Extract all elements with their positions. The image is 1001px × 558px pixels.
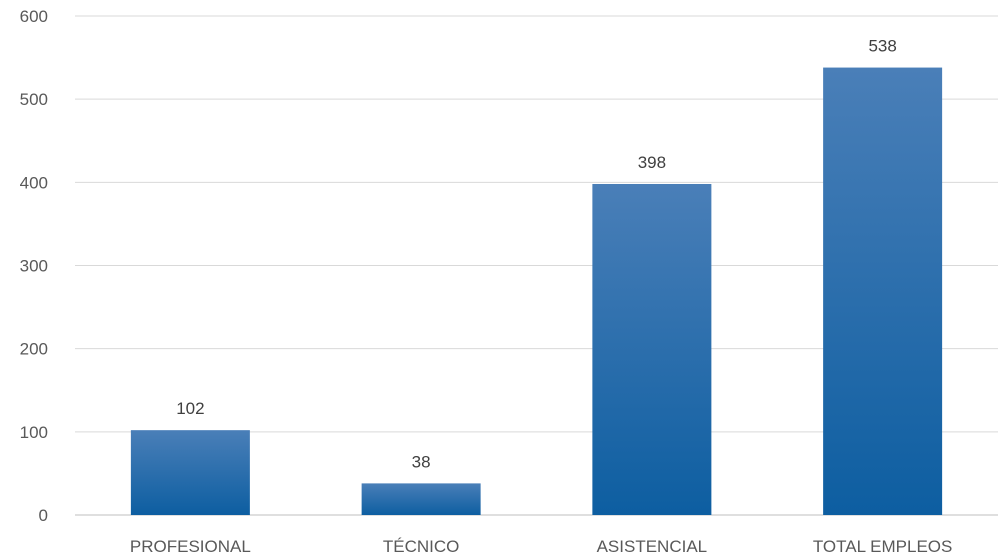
bar <box>592 183 712 515</box>
y-tick-label: 0 <box>39 506 48 525</box>
data-label: 538 <box>868 37 896 56</box>
data-label: 102 <box>176 399 204 418</box>
y-tick-label: 300 <box>20 257 48 276</box>
bars <box>130 67 943 516</box>
x-tick-label: PROFESIONAL <box>130 537 251 556</box>
data-labels: 102 38 398 538 <box>176 37 897 472</box>
x-tick-label: TOTAL EMPLEOS <box>813 537 953 556</box>
y-axis-tick-labels: 0 100 200 300 400 500 600 <box>20 7 48 525</box>
y-tick-label: 200 <box>20 340 48 359</box>
y-tick-label: 600 <box>20 7 48 26</box>
bar <box>130 430 250 515</box>
data-label: 38 <box>412 452 431 471</box>
x-axis-tick-labels: PROFESIONAL TÉCNICO ASISTENCIAL TOTAL EMPLE… <box>130 537 952 556</box>
x-tick-label: ASISTENCIAL <box>597 537 708 556</box>
x-tick-label: TÉCNICO <box>383 537 460 556</box>
y-tick-label: 100 <box>20 423 48 442</box>
y-tick-label: 400 <box>20 173 48 192</box>
bar <box>361 483 481 515</box>
y-tick-label: 500 <box>20 90 48 109</box>
bar <box>823 67 943 516</box>
data-label: 398 <box>638 153 666 172</box>
